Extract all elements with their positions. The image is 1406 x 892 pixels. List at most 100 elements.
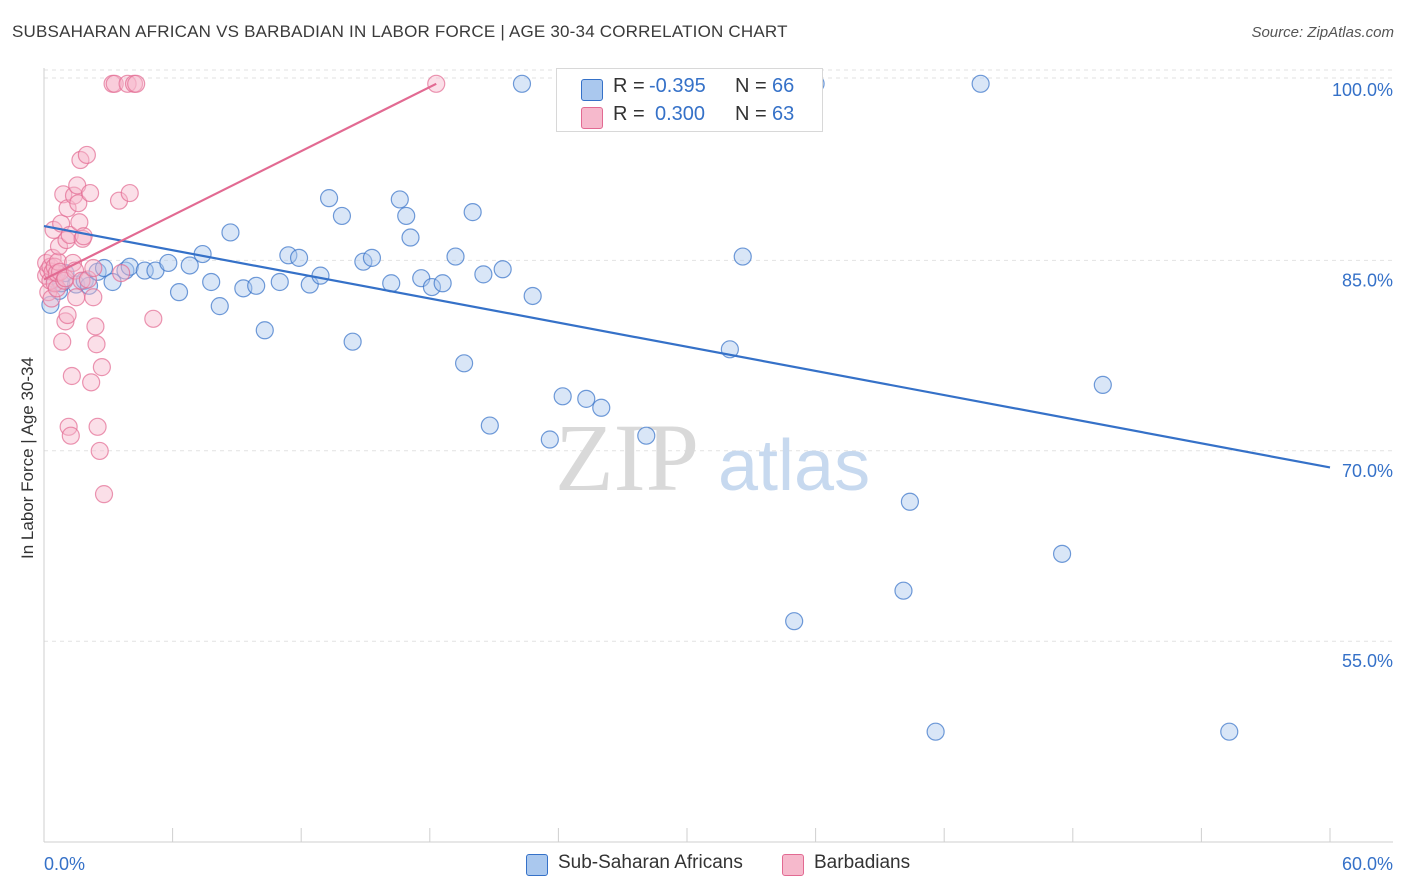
barbadian-point — [49, 237, 69, 256]
bottom-legend-swatch-pink — [782, 854, 804, 876]
subsaharan-point — [332, 206, 352, 226]
barbadian-point — [82, 373, 101, 392]
stats-legend: R = -0.395 N = 66 R = 0.300 N = 63 — [556, 68, 823, 132]
subsaharan-point — [463, 203, 482, 222]
barbadian-point — [78, 270, 98, 289]
legend-row-barbadian: R = 0.300 N = 63 — [557, 103, 822, 131]
subsaharan-point — [1093, 375, 1112, 394]
barbadian-point — [105, 74, 124, 93]
barbadian-point — [144, 309, 163, 328]
barbadian-trend-line — [43, 82, 437, 281]
y-axis-label: In Labor Force | Age 30-34 — [18, 357, 37, 559]
subsaharan-point — [1052, 544, 1072, 563]
barbadian-point — [120, 183, 139, 203]
watermark: ZIP atlas — [555, 404, 870, 511]
barbadian-point — [57, 230, 76, 250]
axes — [43, 68, 1393, 843]
subsaharan-point — [512, 74, 532, 93]
subsaharan-point — [971, 74, 990, 93]
subsaharan-point — [540, 430, 559, 449]
subsaharan-point — [1220, 722, 1239, 741]
barbadian-point — [77, 145, 96, 165]
legend-swatch-blue — [581, 79, 603, 101]
y-tick-label: 85.0% — [1342, 270, 1393, 290]
bottom-legend-label: Barbadians — [814, 852, 911, 873]
subsaharan-point — [454, 354, 474, 373]
barbadian-point — [42, 289, 61, 308]
barbadian-point — [67, 288, 86, 307]
watermark-zip: ZIP — [555, 404, 699, 511]
data-points — [37, 74, 1239, 741]
subsaharan-point — [637, 426, 656, 445]
subsaharan-point — [523, 286, 542, 306]
subsaharan-point — [311, 266, 330, 285]
subsaharan-point — [474, 265, 493, 284]
y-tick-label: 100.0% — [1332, 80, 1393, 100]
barbadian-point — [80, 183, 100, 203]
legend-n-value: 66 — [772, 75, 795, 97]
barbadian-point — [74, 227, 93, 246]
source-label: Source: ZipAtlas.com — [1251, 24, 1394, 41]
subsaharan-point — [169, 283, 189, 302]
subsaharan-point — [279, 246, 298, 265]
bottom-legend-swatch-blue — [526, 854, 548, 876]
subsaharan-point — [221, 223, 240, 242]
barbadian-point — [59, 417, 78, 436]
legend-r-value: -0.395 — [649, 75, 706, 97]
subsaharan-point — [289, 248, 309, 267]
barbadian-point — [58, 305, 77, 325]
subsaharan-point — [894, 581, 913, 600]
subsaharan-point — [94, 258, 114, 278]
barbadian-point — [84, 258, 103, 278]
y-tick-label: 70.0% — [1342, 461, 1393, 481]
subsaharan-point — [733, 247, 752, 266]
y-tick-label: 55.0% — [1342, 651, 1393, 671]
subsaharan-point — [900, 492, 920, 511]
grid-lines — [44, 69, 1395, 642]
subsaharan-point — [270, 272, 289, 292]
subsaharan-point — [247, 276, 266, 295]
barbadian-point — [72, 271, 91, 290]
subsaharan-point — [493, 260, 512, 279]
bottom-legend-label: Sub-Saharan Africans — [558, 852, 743, 873]
subsaharan-point — [159, 253, 178, 273]
barbadian-point — [127, 74, 146, 93]
subsaharan-trend-line — [43, 225, 1331, 469]
subsaharan-point — [397, 206, 416, 226]
subsaharan-point — [319, 189, 339, 208]
watermark-atlas: atlas — [718, 426, 870, 506]
subsaharan-point — [926, 722, 945, 741]
barbadian-point — [88, 417, 107, 436]
barbadian-point — [69, 194, 88, 213]
legend-n-value: 63 — [772, 103, 795, 125]
barbadian-point — [61, 426, 80, 445]
legend-row-subsaharan: R = -0.395 N = 66 — [557, 75, 822, 103]
subsaharan-point — [553, 387, 572, 406]
barbadian-point — [94, 485, 114, 504]
subsaharan-point — [446, 247, 465, 266]
subsaharan-point — [480, 416, 499, 435]
subsaharan-point — [135, 261, 154, 280]
trend-lines — [43, 82, 1331, 469]
subsaharan-point — [210, 297, 229, 316]
x-tick-label-end: 60.0% — [1342, 854, 1393, 874]
barbadian-point — [86, 317, 105, 336]
barbadian-point — [84, 288, 103, 307]
legend-r-label: R = — [613, 103, 645, 125]
subsaharan-point — [401, 228, 420, 247]
subsaharan-point — [362, 248, 382, 267]
chart-title: SUBSAHARAN AFRICAN VS BARBADIAN IN LABOR… — [12, 22, 788, 41]
legend-r-value: 0.300 — [655, 103, 706, 125]
barbadian-point — [62, 366, 81, 386]
legend-n-label: N = — [735, 103, 767, 125]
subsaharan-point — [180, 256, 199, 275]
barbadian-point — [112, 263, 131, 283]
subsaharan-point — [433, 274, 452, 293]
legend-r-label: R = — [613, 75, 645, 97]
subsaharan-point — [422, 277, 442, 297]
subsaharan-point — [785, 612, 804, 631]
subsaharan-point — [390, 190, 409, 209]
subsaharan-point — [577, 389, 596, 408]
subsaharan-point — [255, 321, 274, 340]
